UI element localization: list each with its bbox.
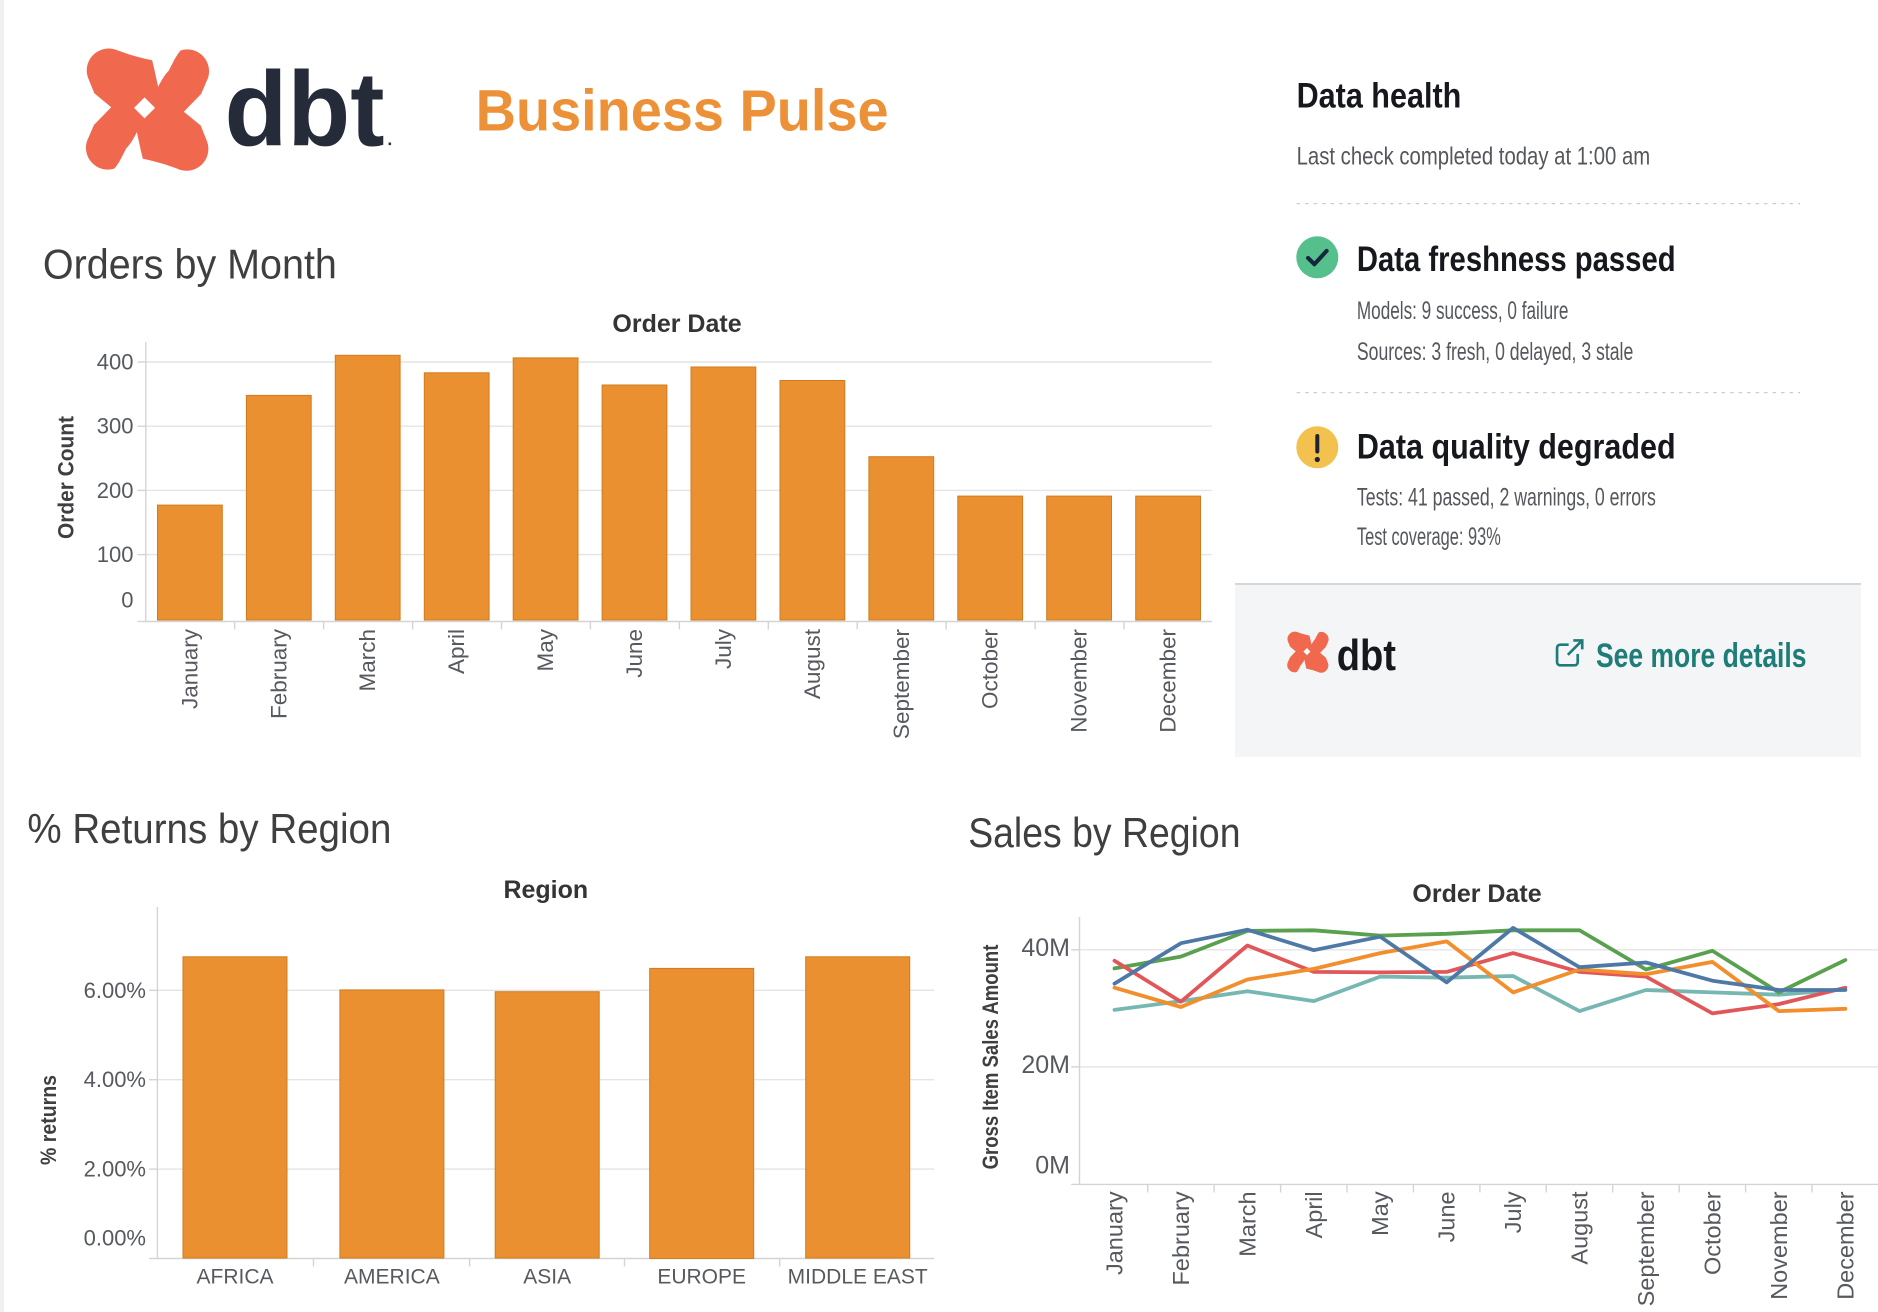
svg-text:Test coverage: 93%: Test coverage: 93% [1357,523,1501,551]
svg-text:Last check completed today at: Last check completed today at 1:00 am [1297,143,1651,171]
svg-text:AFRICA: AFRICA [196,1266,273,1289]
svg-text:October: October [978,629,1003,710]
svg-text:Sales by Region: Sales by Region [968,809,1240,856]
svg-text:Sources: 3 fresh, 0 delayed, 3: Sources: 3 fresh, 0 delayed, 3 stale [1357,338,1633,366]
svg-text:October: October [1699,1191,1725,1275]
svg-text:300: 300 [97,414,134,439]
svg-text:March: March [355,629,380,692]
svg-text:See more details: See more details [1596,637,1807,675]
svg-text:May: May [533,628,558,671]
svg-text:0M: 0M [1035,1152,1070,1180]
svg-text:Business Pulse: Business Pulse [476,79,889,144]
svg-text:December: December [1832,1191,1858,1300]
svg-text:100: 100 [97,542,134,567]
svg-text:20M: 20M [1021,1051,1070,1079]
svg-text:dbt: dbt [1336,631,1396,680]
svg-text:Models: 9 success, 0 failure: Models: 9 success, 0 failure [1357,297,1569,325]
svg-text:December: December [1156,629,1181,733]
svg-text:ASIA: ASIA [523,1266,571,1289]
svg-text:April: April [1301,1191,1327,1238]
svg-text:MIDDLE EAST: MIDDLE EAST [788,1266,928,1289]
svg-text:AMERICA: AMERICA [344,1266,440,1289]
svg-text:Data freshness passed: Data freshness passed [1357,240,1676,279]
svg-text:400: 400 [97,350,134,375]
svg-text:Gross Item Sales Amount: Gross Item Sales Amount [978,944,1003,1169]
svg-text:Data health: Data health [1297,77,1462,116]
svg-text:Tests: 41 passed, 2 warnings,: Tests: 41 passed, 2 warnings, 0 errors [1357,483,1656,511]
svg-text:0.00%: 0.00% [84,1226,146,1251]
svg-text:November: November [1766,1191,1792,1300]
svg-text:0: 0 [121,588,133,613]
svg-text:Order Date: Order Date [612,310,741,338]
svg-text:August: August [800,628,825,699]
svg-text:February: February [1168,1191,1194,1285]
svg-text:September: September [889,628,914,739]
svg-text:% returns: % returns [36,1075,61,1165]
svg-text:Order Date: Order Date [1412,880,1541,908]
svg-text:July: July [1500,1191,1526,1233]
svg-text:September: September [1633,1191,1659,1306]
svg-text:% Returns by Region: % Returns by Region [27,805,391,852]
svg-text:March: March [1234,1191,1260,1256]
svg-text:February: February [266,628,291,719]
svg-text:200: 200 [97,478,134,503]
svg-text:dbt: dbt [225,50,385,168]
svg-text:April: April [444,629,469,674]
svg-text:Order Count: Order Count [54,415,79,539]
svg-text:July: July [711,628,736,669]
svg-text:EUROPE: EUROPE [657,1266,746,1289]
svg-text:Region: Region [503,876,588,904]
svg-text:August: August [1567,1191,1593,1265]
svg-text:Orders by Month: Orders by Month [43,240,337,287]
svg-text:2.00%: 2.00% [84,1157,146,1182]
svg-text:January: January [1102,1191,1128,1275]
svg-text:November: November [1067,629,1092,733]
svg-text:January: January [177,628,202,709]
svg-text:6.00%: 6.00% [84,978,146,1003]
svg-text:June: June [1434,1191,1460,1242]
svg-text:40M: 40M [1021,934,1070,962]
svg-text:4.00%: 4.00% [84,1067,146,1092]
svg-text:May: May [1367,1191,1393,1236]
svg-text:June: June [622,629,647,678]
svg-text:Data quality degraded: Data quality degraded [1357,428,1676,467]
